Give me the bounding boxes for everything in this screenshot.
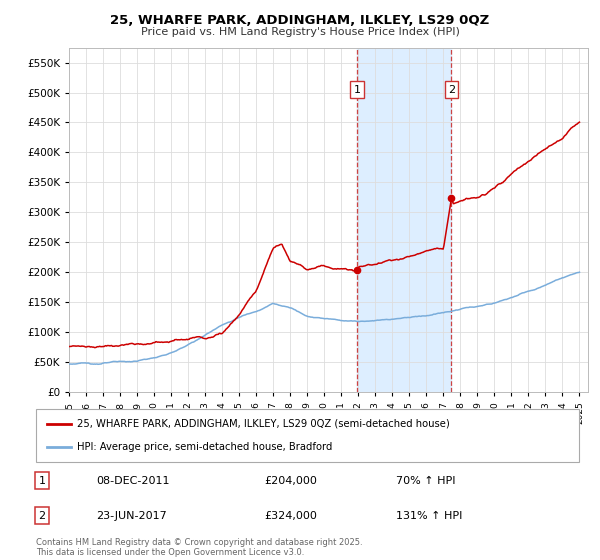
Text: Price paid vs. HM Land Registry's House Price Index (HPI): Price paid vs. HM Land Registry's House … [140, 27, 460, 37]
Text: 08-DEC-2011: 08-DEC-2011 [96, 476, 170, 486]
Text: Contains HM Land Registry data © Crown copyright and database right 2025.
This d: Contains HM Land Registry data © Crown c… [36, 538, 362, 557]
Bar [357, 48, 451, 392]
FancyBboxPatch shape [36, 409, 579, 462]
Text: HPI: Average price, semi-detached house, Bradford: HPI: Average price, semi-detached house,… [77, 442, 332, 452]
Text: 1: 1 [38, 476, 46, 486]
Text: £204,000: £204,000 [264, 476, 317, 486]
Text: 25, WHARFE PARK, ADDINGHAM, ILKLEY, LS29 0QZ (semi-detached house): 25, WHARFE PARK, ADDINGHAM, ILKLEY, LS29… [77, 419, 449, 429]
Text: 2: 2 [448, 85, 455, 95]
Text: £324,000: £324,000 [264, 511, 317, 521]
Text: 2: 2 [38, 511, 46, 521]
Text: 70% ↑ HPI: 70% ↑ HPI [396, 476, 455, 486]
Text: 23-JUN-2017: 23-JUN-2017 [96, 511, 167, 521]
Text: 1: 1 [353, 85, 361, 95]
Text: 25, WHARFE PARK, ADDINGHAM, ILKLEY, LS29 0QZ: 25, WHARFE PARK, ADDINGHAM, ILKLEY, LS29… [110, 14, 490, 27]
Text: 131% ↑ HPI: 131% ↑ HPI [396, 511, 463, 521]
